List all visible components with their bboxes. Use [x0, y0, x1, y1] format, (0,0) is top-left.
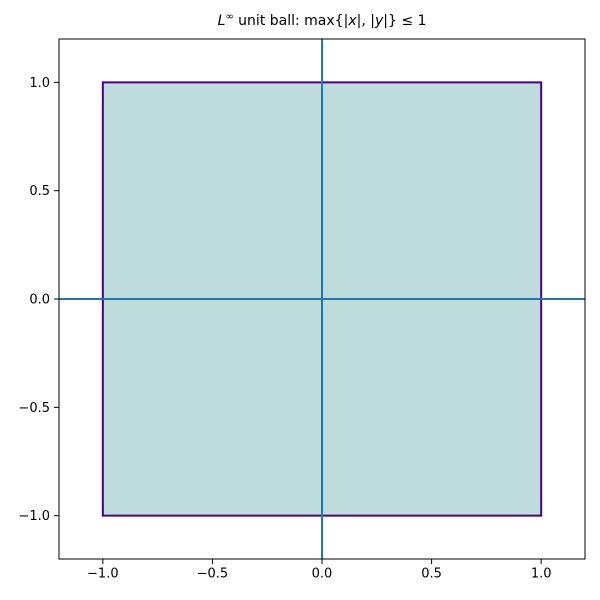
title-separator-text: |, |	[356, 13, 375, 29]
y-tick-label: −1.0	[18, 509, 50, 524]
y-tick-label: 0.0	[29, 293, 50, 308]
title-norm-symbol: L	[217, 13, 226, 29]
title-var-x: x	[348, 13, 357, 29]
chart-title: L∞ unit ball: max{|x|, |y|} ≤ 1	[59, 11, 585, 29]
y-tick-label: 1.0	[29, 76, 50, 91]
y-tick-label: −0.5	[18, 401, 50, 416]
title-infinity-superscript: ∞	[225, 11, 234, 23]
y-tick-label: 0.5	[29, 184, 50, 199]
title-middle-text: unit ball: max{|	[233, 13, 349, 29]
x-tick-label: 1.0	[531, 567, 552, 582]
x-tick-label: 0.5	[421, 567, 442, 582]
x-tick-label: −0.5	[197, 567, 229, 582]
x-tick-label: −1.0	[87, 567, 119, 582]
title-end-text: |} ≤ 1	[383, 13, 427, 29]
title-var-y: y	[374, 13, 384, 29]
x-tick-label: 0.0	[312, 567, 333, 582]
